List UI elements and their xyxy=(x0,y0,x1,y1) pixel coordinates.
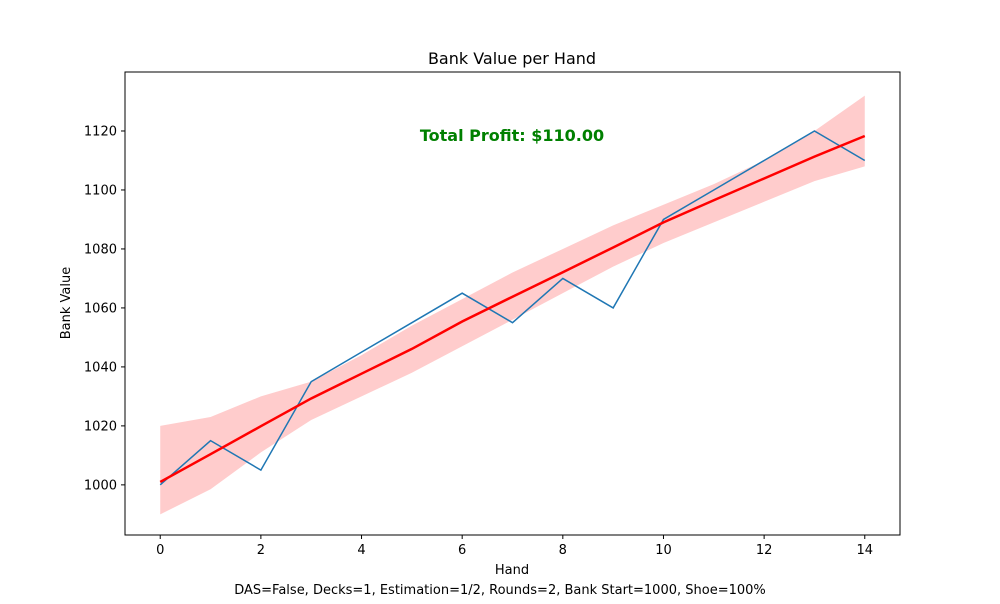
axes-layer: 0 2 4 6 8 10 12 14 1000 1020 1040 1060 1080 1100 1120 xyxy=(84,71,901,558)
y-tick-label: 1100 xyxy=(84,183,117,198)
confidence-band xyxy=(160,95,865,515)
chart-title: Bank Value per Hand xyxy=(428,49,596,68)
x-tick-label: 6 xyxy=(458,543,466,558)
total-profit-annotation: Total Profit: $110.00 xyxy=(420,126,604,145)
series-layer xyxy=(159,130,866,486)
y-tick-label: 1000 xyxy=(84,478,117,493)
y-tick-label: 1080 xyxy=(84,242,117,257)
y-tick-label: 1040 xyxy=(84,360,117,375)
x-tick-label: 14 xyxy=(856,543,873,558)
confidence-band-layer xyxy=(160,95,865,515)
y-tick-label: 1020 xyxy=(84,419,117,434)
x-tick-label: 8 xyxy=(559,543,567,558)
y-axis-label: Bank Value xyxy=(59,267,74,339)
regression-trend-line xyxy=(159,134,866,484)
x-tick-label: 12 xyxy=(756,543,773,558)
x-axis-label: Hand xyxy=(495,563,529,578)
x-tick-label: 2 xyxy=(257,543,265,558)
y-tick-label: 1120 xyxy=(84,124,117,139)
bank-value-line xyxy=(159,130,866,486)
y-tick-label: 1060 xyxy=(84,301,117,316)
footnote: DAS=False, Decks=1, Estimation=1/2, Roun… xyxy=(234,583,766,598)
plot-frame xyxy=(124,71,901,536)
x-tick-label: 0 xyxy=(156,543,164,558)
x-tick-label: 10 xyxy=(655,543,672,558)
x-tick-label: 4 xyxy=(357,543,365,558)
